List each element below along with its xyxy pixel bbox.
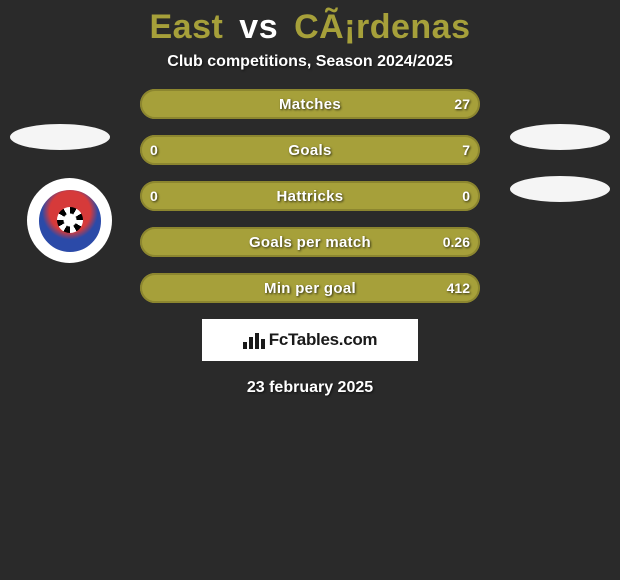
player2-badge-placeholder-2 (510, 176, 610, 202)
branding-badge[interactable]: FcTables.com (202, 319, 418, 361)
player1-badge-placeholder (10, 124, 110, 150)
stat-value-right: 7 (462, 142, 470, 158)
branding-text: FcTables.com (269, 330, 378, 350)
stat-value-right: 0 (462, 188, 470, 204)
stat-row: Goals 0 7 (140, 135, 480, 165)
stats-card: East vs CÃ¡rdenas Club competitions, Sea… (0, 0, 620, 397)
stat-value-right: 27 (454, 96, 470, 112)
stat-row: Hattricks 0 0 (140, 181, 480, 211)
stat-label: Goals per match (249, 234, 371, 251)
stat-label: Matches (279, 96, 341, 113)
stat-value-left: 0 (150, 188, 158, 204)
stat-fill-left (140, 135, 150, 165)
club-logo-inner (36, 187, 104, 255)
stat-label: Goals (288, 142, 331, 159)
player1-name: East (150, 8, 224, 46)
page-title: East vs CÃ¡rdenas (0, 0, 620, 53)
stats-list: Matches 27 Goals 0 7 Hattricks 0 0 Goals per mat… (140, 89, 480, 303)
bars-icon (243, 331, 265, 349)
stat-row: Min per goal 412 (140, 273, 480, 303)
club-logo (27, 178, 112, 263)
stat-value-right: 0.26 (443, 234, 470, 250)
subtitle: Club competitions, Season 2024/2025 (0, 53, 620, 89)
player2-name: CÃ¡rdenas (294, 8, 470, 46)
stat-row: Goals per match 0.26 (140, 227, 480, 257)
player2-badge-placeholder-1 (510, 124, 610, 150)
stat-row: Matches 27 (140, 89, 480, 119)
stat-label: Hattricks (277, 188, 344, 205)
stat-value-left: 0 (150, 142, 158, 158)
stat-label: Min per goal (264, 280, 356, 297)
snapshot-date: 23 february 2025 (0, 379, 620, 397)
vs-label: vs (239, 8, 278, 46)
stat-value-right: 412 (447, 280, 470, 296)
